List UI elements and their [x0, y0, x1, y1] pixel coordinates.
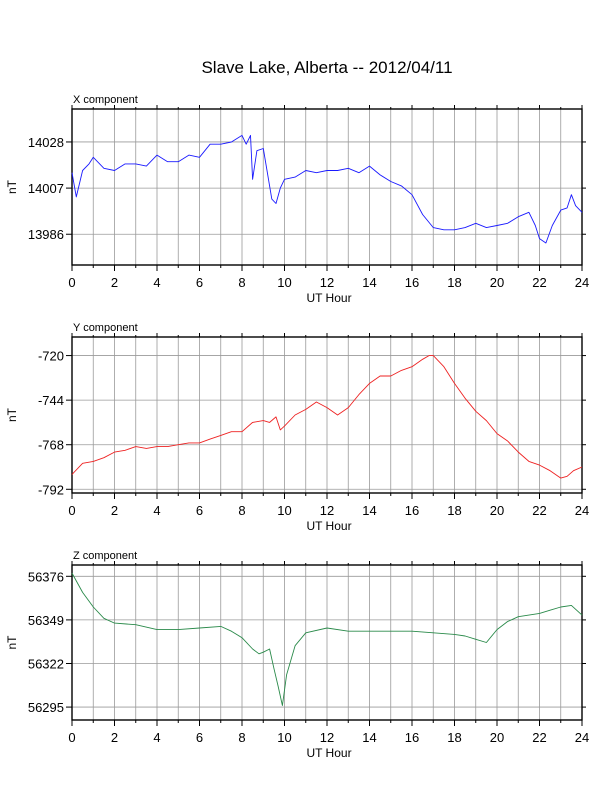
y-component-y-tick-label: -744	[38, 393, 64, 408]
x-component-x-tick-label: 8	[238, 275, 245, 290]
y-component-x-tick-label: 20	[490, 503, 504, 518]
y-component-y-axis-label: nT	[5, 407, 19, 422]
x-component-y-tick-label: 14007	[28, 181, 64, 196]
z-component-x-axis-label: UT Hour	[306, 746, 351, 760]
z-component-y-tick-label: 56322	[28, 656, 64, 671]
x-component-series-line	[71, 134, 583, 244]
page-title: Slave Lake, Alberta -- 2012/04/11	[201, 58, 453, 77]
z-component-y-tick-label: 56376	[28, 569, 64, 584]
x-component-x-tick-label: 2	[111, 275, 118, 290]
z-component-x-tick-label: 22	[532, 730, 546, 745]
x-component-x-tick-label: 20	[490, 275, 504, 290]
x-component-x-tick-label: 4	[153, 275, 160, 290]
z-component-y-tick-label: 56295	[28, 700, 64, 715]
x-component-x-tick-label: 14	[362, 275, 376, 290]
x-component-x-tick-label: 22	[532, 275, 546, 290]
z-component-x-tick-label: 12	[320, 730, 334, 745]
y-component-series-line	[71, 355, 583, 479]
x-component-y-tick-label: 13986	[28, 227, 64, 242]
z-component-x-tick-label: 10	[277, 730, 291, 745]
z-component-y-tick-label: 56349	[28, 613, 64, 628]
z-component-x-tick-label: 14	[362, 730, 376, 745]
y-component-y-tick-label: -792	[38, 482, 64, 497]
x-component-y-axis-label: nT	[5, 179, 19, 194]
x-component-x-tick-label: 16	[405, 275, 419, 290]
x-component-x-tick-label: 18	[447, 275, 461, 290]
z-component-x-tick-label: 18	[447, 730, 461, 745]
y-component-x-tick-label: 16	[405, 503, 419, 518]
x-component-x-tick-label: 12	[320, 275, 334, 290]
z-component-x-tick-label: 6	[196, 730, 203, 745]
z-component-x-tick-label: 2	[111, 730, 118, 745]
z-component-title: Z component	[73, 550, 137, 562]
z-component-x-tick-label: 20	[490, 730, 504, 745]
x-component-x-axis-label: UT Hour	[306, 291, 351, 305]
y-component-x-tick-label: 2	[111, 503, 118, 518]
z-component-x-tick-label: 0	[68, 730, 75, 745]
z-component-x-tick-label: 8	[238, 730, 245, 745]
z-component-x-tick-label: 24	[575, 730, 589, 745]
z-component-x-tick-label: 16	[405, 730, 419, 745]
y-component-x-tick-label: 4	[153, 503, 160, 518]
x-component-x-tick-label: 24	[575, 275, 589, 290]
z-component-x-tick-label: 4	[153, 730, 160, 745]
y-component-x-tick-label: 22	[532, 503, 546, 518]
y-component-x-tick-label: 6	[196, 503, 203, 518]
y-component-x-tick-label: 24	[575, 503, 589, 518]
y-component-x-tick-label: 8	[238, 503, 245, 518]
y-component-x-tick-label: 18	[447, 503, 461, 518]
y-component-x-tick-label: 14	[362, 503, 376, 518]
z-component-series-line	[71, 572, 583, 706]
z-component-y-axis-label: nT	[5, 635, 19, 650]
x-component-x-tick-label: 10	[277, 275, 291, 290]
y-component-x-axis-label: UT Hour	[306, 519, 351, 533]
y-component-x-tick-label: 10	[277, 503, 291, 518]
x-component-x-tick-label: 0	[68, 275, 75, 290]
x-component-title: X component	[73, 94, 138, 106]
y-component-y-tick-label: -720	[38, 349, 64, 364]
x-component-x-tick-label: 6	[196, 275, 203, 290]
y-component-x-tick-label: 0	[68, 503, 75, 518]
y-component-y-tick-label: -768	[38, 438, 64, 453]
x-component-y-tick-label: 14028	[28, 135, 64, 150]
y-component-x-tick-label: 12	[320, 503, 334, 518]
y-component-title: Y component	[73, 322, 138, 334]
